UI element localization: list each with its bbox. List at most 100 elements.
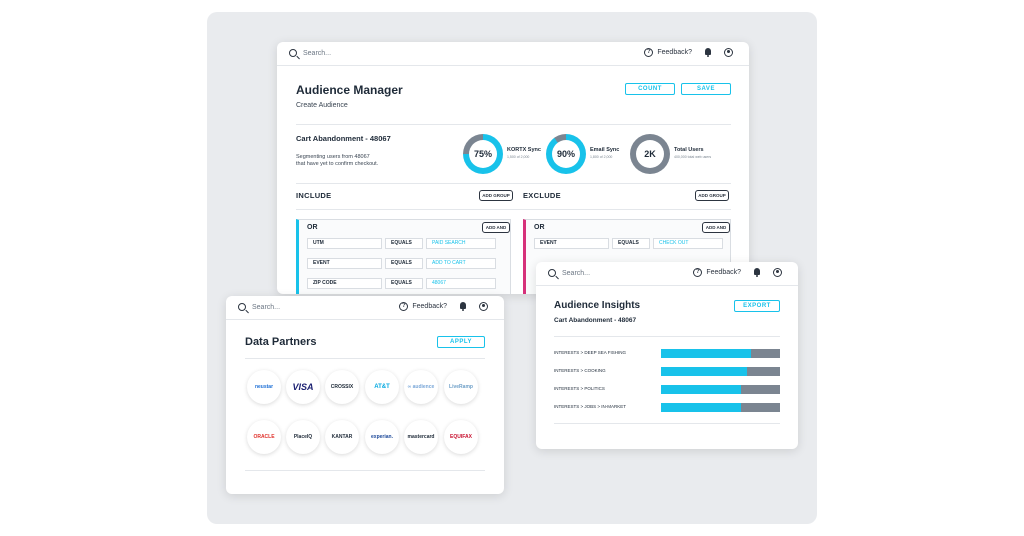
partner-logo-neustar[interactable]: neustar (247, 370, 281, 404)
partner-logo-crossix[interactable]: CROSSIX (325, 370, 359, 404)
stat-ring: 2K (630, 134, 670, 174)
rule-value-input[interactable]: CHECK OUT (653, 238, 723, 249)
data-partners-card: Search... ? Feedback? Data Partners APPL… (226, 296, 504, 494)
user-icon[interactable] (724, 48, 733, 57)
partner-logo-placeholder[interactable]: ∞ audience (404, 370, 438, 404)
search-input[interactable]: Search... (548, 269, 590, 277)
divider (296, 209, 731, 210)
stat-ring: 90% (546, 134, 586, 174)
rule-field-select[interactable]: EVENT (307, 258, 382, 269)
insight-bar-fill (661, 403, 741, 412)
add-and-button[interactable]: ADD AND (702, 222, 730, 233)
stat-name: Email Sync (590, 147, 620, 153)
exclude-add-group-button[interactable]: ADD GROUP (695, 190, 729, 201)
rule-operator-select[interactable]: EQUALS (612, 238, 650, 249)
insight-bar-track (661, 349, 780, 358)
insight-bar-row: INTERESTS > COOKING (554, 367, 780, 376)
exclude-heading: EXCLUDE (523, 191, 561, 200)
page-title: Audience Manager (296, 83, 403, 97)
rule-row: EVENT EQUALS ADD TO CART (307, 258, 496, 269)
stat-name: KORTX Sync (507, 147, 541, 153)
user-icon[interactable] (479, 302, 488, 311)
topbar: Search... ? Feedback? (226, 296, 504, 320)
partner-logo-equifax[interactable]: EQUIFAX (444, 420, 478, 454)
partner-logo-text: AT&T (374, 384, 390, 390)
rule-value-input[interactable]: ADD TO CART (426, 258, 496, 269)
partner-logo-text: CROSSIX (330, 384, 354, 390)
include-heading: INCLUDE (296, 191, 332, 200)
bell-icon[interactable] (704, 48, 712, 57)
bell-icon[interactable] (753, 268, 761, 277)
stat-name: Total Users (674, 147, 704, 153)
stat-sub: 1,800 of 2,000 (590, 155, 613, 159)
partner-logo-visa[interactable]: VISA (286, 370, 320, 404)
partner-logo-kantar[interactable]: KANTAR (325, 420, 359, 454)
divider (245, 470, 485, 471)
rule-operator-select[interactable]: EQUALS (385, 258, 423, 269)
partner-logo-text: KANTAR (331, 434, 353, 440)
divider (296, 124, 731, 125)
divider (296, 183, 731, 184)
search-icon (548, 269, 556, 277)
partner-logo-text: mastercard (407, 434, 435, 440)
stat-value: 90% (552, 140, 580, 168)
partner-logo-text: EQUIFAX (450, 434, 472, 440)
stat-label: Total Users 400,000 total web users (674, 147, 711, 161)
stat-value: 75% (469, 140, 497, 168)
question-icon: ? (399, 302, 409, 311)
partner-logo-att[interactable]: AT&T (365, 370, 399, 404)
rule-row: ZIP CODE EQUALS 48067 (307, 278, 496, 289)
include-add-group-button[interactable]: ADD GROUP (479, 190, 513, 201)
rule-value-input[interactable]: 48067 (426, 278, 496, 289)
rule-operator-select[interactable]: EQUALS (385, 238, 423, 249)
divider (554, 423, 780, 424)
topbar: Search... ? Feedback? (277, 42, 749, 66)
insights-title: Audience Insights (554, 300, 641, 311)
stat-sub: 400,000 total web users (674, 155, 712, 159)
partner-logo-oracle[interactable]: ORACLE (247, 420, 281, 454)
feedback-button[interactable]: ? Feedback? (644, 48, 692, 57)
insight-bar-row: INTERESTS > JOBS > IN-MARKET (554, 403, 780, 412)
exclude-or-group: OR ADD AND EVENT EQUALS CHECK OUT (523, 219, 731, 294)
rule-operator-select[interactable]: EQUALS (385, 278, 423, 289)
partner-logo-placeiq[interactable]: PlaceIQ (286, 420, 320, 454)
search-input[interactable]: Search... (289, 49, 331, 57)
insight-bar-label: INTERESTS > COOKING (554, 368, 606, 373)
rule-field-select[interactable]: UTM (307, 238, 382, 249)
search-input[interactable]: Search... (238, 303, 280, 311)
or-label: OR (534, 224, 545, 231)
bell-icon[interactable] (459, 302, 467, 311)
partner-logo-mastercard[interactable]: mastercard (404, 420, 438, 454)
partner-logo-text: experian. (371, 434, 393, 440)
search-icon (238, 303, 246, 311)
rule-field-select[interactable]: EVENT (534, 238, 609, 249)
question-icon: ? (693, 268, 703, 277)
divider (245, 358, 485, 359)
insight-bar-track (661, 385, 780, 394)
insights-audience-name: Cart Abandonment - 48067 (554, 317, 637, 324)
partner-logo-text: LiveRamp (449, 384, 473, 390)
save-button[interactable]: SAVE (681, 83, 731, 95)
partner-logo-experian[interactable]: experian. (365, 420, 399, 454)
insight-bar-track (661, 367, 780, 376)
search-icon (289, 49, 297, 57)
partner-logo-text: PlaceIQ (293, 434, 313, 440)
partner-logo-text: VISA (292, 382, 314, 392)
feedback-button[interactable]: ? Feedback? (693, 268, 741, 277)
partner-logo-liveramp[interactable]: LiveRamp (444, 370, 478, 404)
user-icon[interactable] (773, 268, 782, 277)
insight-bar-fill (661, 385, 741, 394)
count-button[interactable]: COUNT (625, 83, 675, 95)
apply-button[interactable]: APPLY (437, 336, 485, 348)
rule-row: UTM EQUALS PAID SEARCH (307, 238, 496, 249)
stat-sub: 1,500 of 2,000 (507, 155, 530, 159)
add-and-button[interactable]: ADD AND (482, 222, 510, 233)
rule-field-select[interactable]: ZIP CODE (307, 278, 382, 289)
rule-row: EVENT EQUALS CHECK OUT (534, 238, 723, 249)
insight-bar-label: INTERESTS > DEEP SEA FISHING (554, 350, 627, 355)
rule-value-input[interactable]: PAID SEARCH (426, 238, 496, 249)
question-icon: ? (644, 48, 654, 57)
export-button[interactable]: EXPORT (734, 300, 780, 312)
feedback-button[interactable]: ? Feedback? (399, 302, 447, 311)
partner-logo-text: ORACLE (253, 434, 275, 440)
